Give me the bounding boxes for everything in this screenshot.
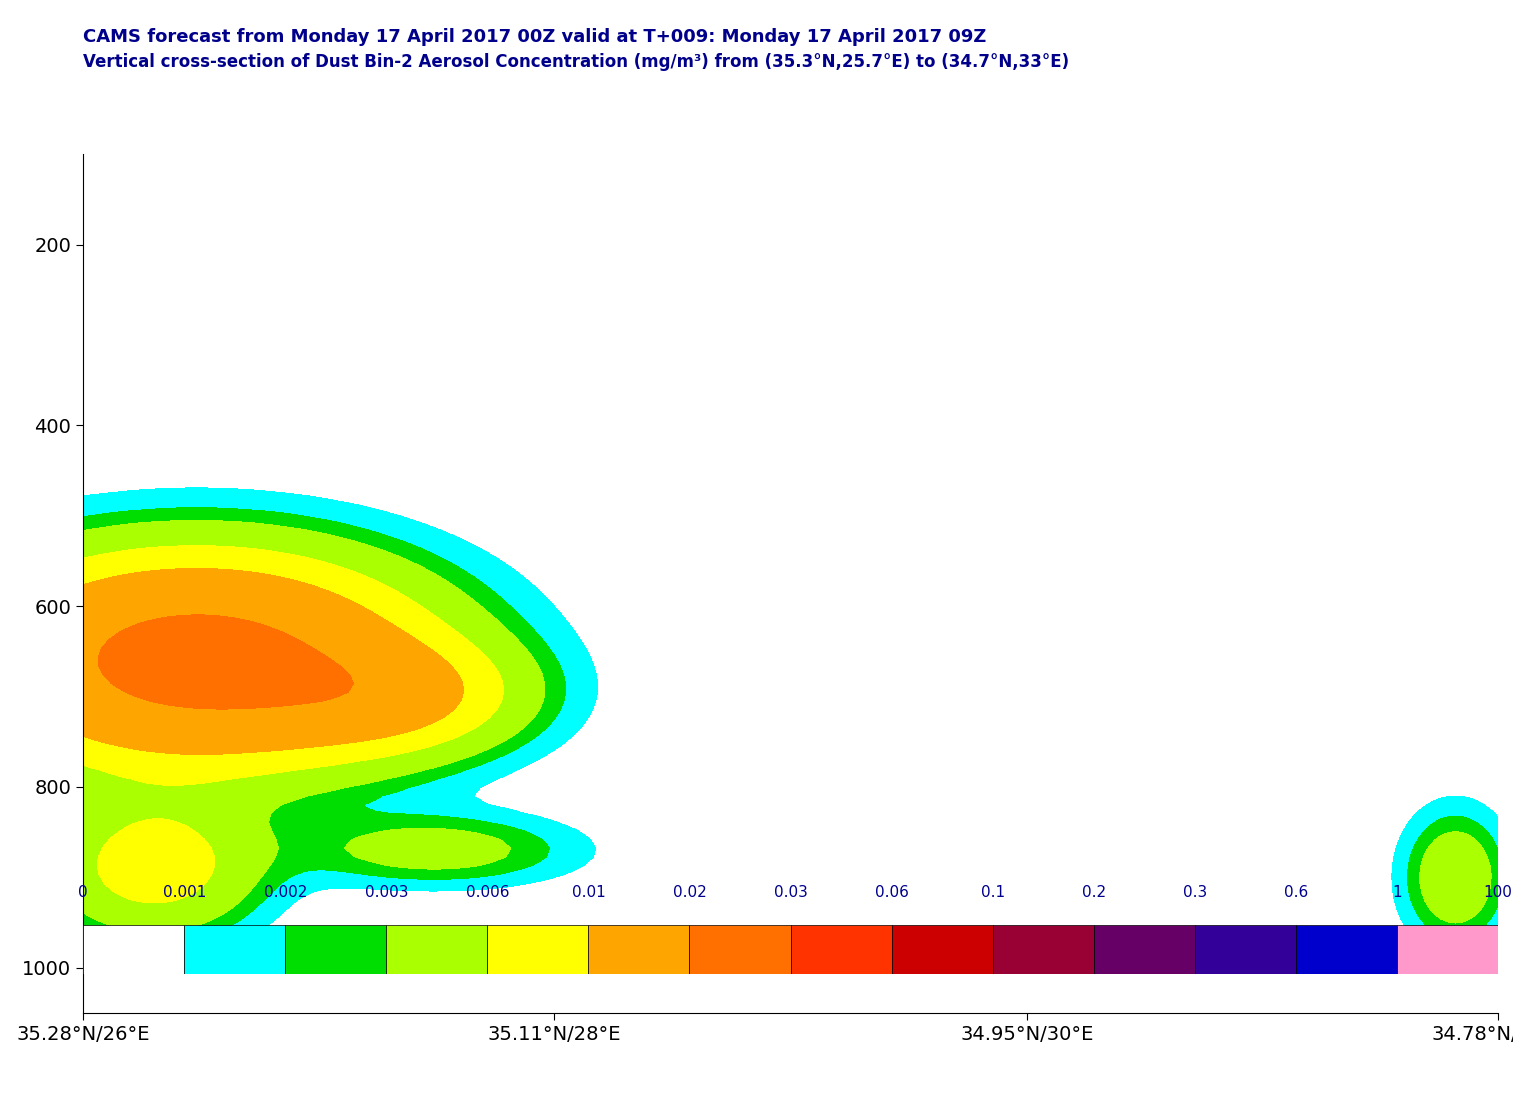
Text: 0.003: 0.003 (365, 885, 409, 901)
Bar (1396, 925, 1498, 974)
Text: 0.02: 0.02 (673, 885, 707, 901)
Text: 0.006: 0.006 (466, 885, 510, 901)
Text: 0.1: 0.1 (980, 885, 1005, 901)
Bar (185, 925, 286, 974)
Text: 0.03: 0.03 (773, 885, 808, 901)
Text: 0.001: 0.001 (162, 885, 206, 901)
Text: 0.01: 0.01 (572, 885, 605, 901)
Text: 0.6: 0.6 (1283, 885, 1307, 901)
Text: 1: 1 (1392, 885, 1401, 901)
Text: 0.002: 0.002 (263, 885, 307, 901)
Bar (286, 925, 386, 974)
Bar (1295, 925, 1396, 974)
Text: 0.3: 0.3 (1183, 885, 1207, 901)
Bar (487, 925, 589, 974)
Bar (891, 925, 993, 974)
Text: 0.2: 0.2 (1082, 885, 1106, 901)
Text: CAMS forecast from Monday 17 April 2017 00Z valid at T+009: Monday 17 April 2017: CAMS forecast from Monday 17 April 2017 … (83, 28, 986, 45)
Bar (993, 925, 1094, 974)
Text: Vertical cross-section of Dust Bin-2 Aerosol Concentration (mg/m³) from (35.3°N,: Vertical cross-section of Dust Bin-2 Aer… (83, 53, 1070, 70)
Bar (791, 925, 891, 974)
Bar (690, 925, 791, 974)
Bar (1195, 925, 1295, 974)
Text: 0.06: 0.06 (875, 885, 908, 901)
Bar (83, 925, 185, 974)
Text: 0: 0 (79, 885, 88, 901)
Bar (1094, 925, 1195, 974)
Bar (386, 925, 487, 974)
Bar (589, 925, 690, 974)
Text: 100: 100 (1483, 885, 1513, 901)
